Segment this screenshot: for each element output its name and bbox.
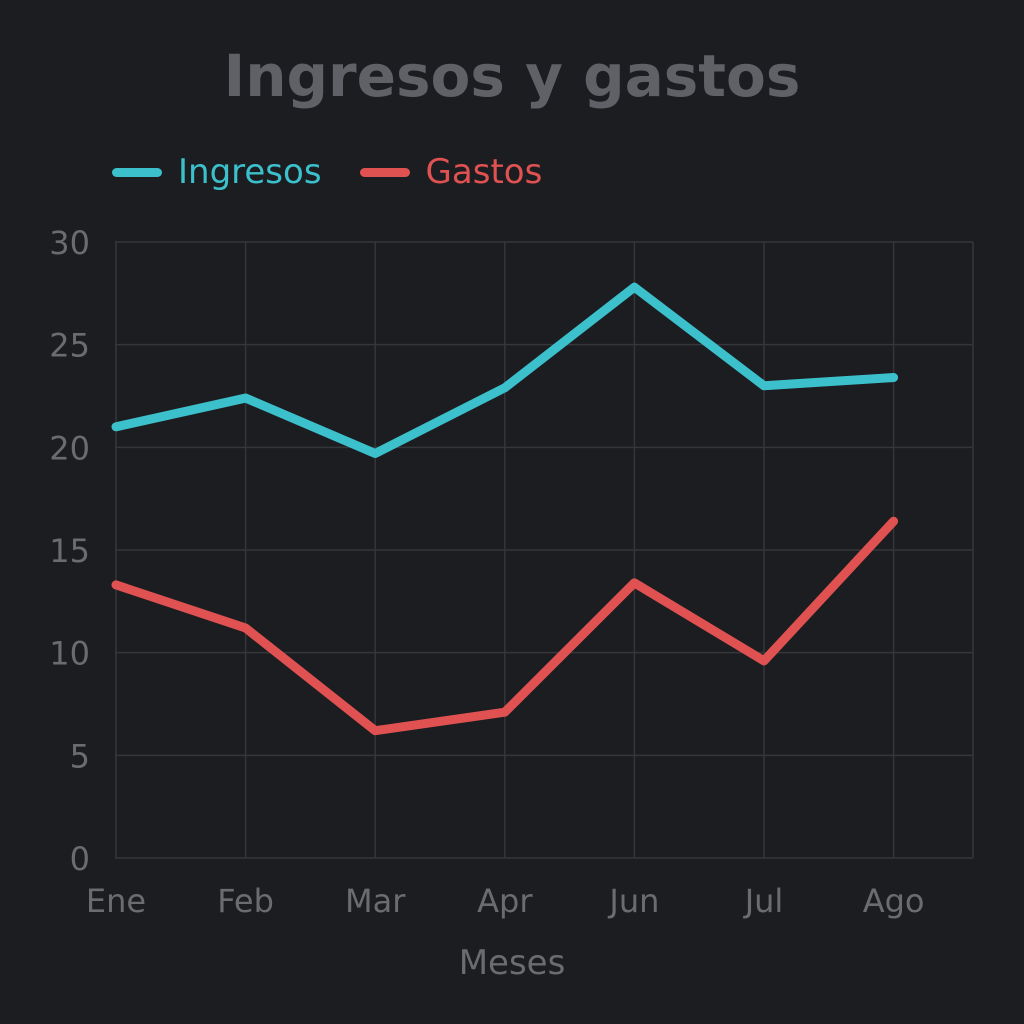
chart-title: Ingresos y gastos (223, 42, 801, 110)
y-tick-label: 30 (49, 224, 90, 262)
x-tick-label: Feb (217, 882, 274, 920)
y-tick-label: 15 (49, 532, 90, 570)
y-tick-label: 5 (70, 737, 90, 775)
x-tick-label: Mar (345, 882, 406, 920)
legend-item-gastos: Gastos (359, 152, 543, 192)
legend: Ingresos Gastos (112, 150, 580, 194)
y-tick-label: 10 (49, 635, 90, 673)
x-tick-label: Jun (607, 882, 659, 920)
legend-swatch-gastos (359, 167, 410, 177)
y-tick-label: 20 (49, 429, 90, 467)
x-tick-label: Apr (477, 882, 533, 920)
legend-label-ingresos: Ingresos (178, 152, 322, 192)
legend-label-gastos: Gastos (425, 152, 543, 192)
grid (115, 241, 974, 859)
legend-swatch-ingresos (112, 167, 162, 177)
legend-item-ingresos: Ingresos (112, 152, 322, 192)
x-tick-label: Ene (86, 882, 146, 920)
x-tick-label: Ago (863, 882, 925, 920)
x-axis-title: Meses (459, 943, 566, 983)
y-tick-label: 0 (70, 840, 90, 878)
x-tick-label: Jul (743, 882, 784, 920)
y-tick-label: 25 (49, 327, 90, 365)
